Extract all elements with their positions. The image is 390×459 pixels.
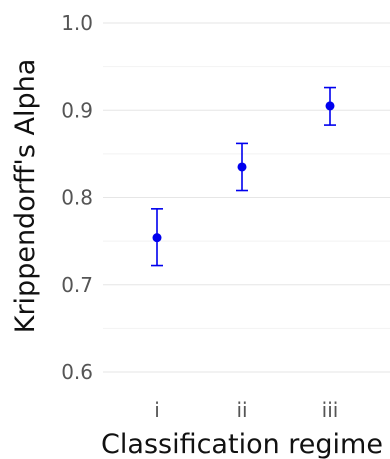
data-marks [151, 86, 336, 267]
y-tick-label: 0.6 [61, 360, 93, 384]
x-tick-label: i [154, 398, 160, 422]
data-point [237, 162, 247, 172]
y-tick-labels: 0.6 0.7 0.8 0.9 1.0 [61, 11, 93, 384]
y-tick-label: 0.8 [61, 186, 93, 210]
data-point [325, 101, 335, 111]
x-tick-label: ii [236, 398, 247, 422]
data-point [152, 233, 162, 243]
y-tick-label: 0.7 [61, 273, 93, 297]
y-axis-title: Krippendorff's Alpha [10, 59, 41, 334]
grid-lines [103, 22, 390, 373]
y-tick-label: 1.0 [61, 11, 93, 35]
x-axis-title: Classification regime [101, 429, 383, 459]
x-tick-labels: i ii iii [154, 398, 338, 422]
x-tick-label: iii [322, 398, 339, 422]
y-tick-label: 0.9 [61, 98, 93, 122]
